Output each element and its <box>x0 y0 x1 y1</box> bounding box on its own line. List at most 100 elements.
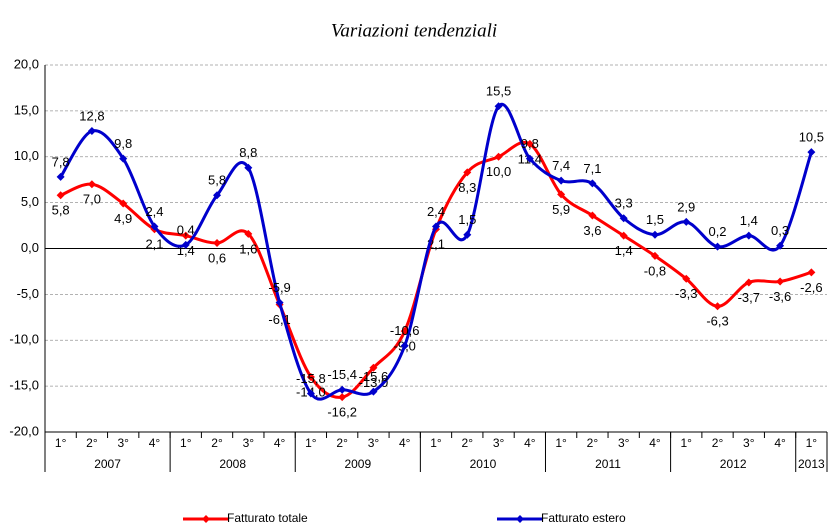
legend-label: Fatturato estero <box>541 511 626 525</box>
data-label: 0,4 <box>177 222 195 237</box>
marker <box>400 327 409 336</box>
marker <box>744 278 753 287</box>
data-label: 2,1 <box>145 237 163 252</box>
data-label: -3,3 <box>675 286 697 301</box>
marker <box>369 363 378 372</box>
year-label: 2007 <box>94 457 121 471</box>
marker <box>338 393 347 402</box>
data-label: 7,1 <box>583 161 601 176</box>
data-label: 7,4 <box>552 158 570 173</box>
marker <box>650 230 659 239</box>
data-label: 10,5 <box>799 130 824 145</box>
y-tick-label: -10,0 <box>9 332 39 347</box>
marker <box>713 242 722 251</box>
legend-label: Fatturato totale <box>227 511 308 525</box>
data-label: 5,9 <box>552 202 570 217</box>
y-tick-label: -15,0 <box>9 378 39 393</box>
series-line <box>60 140 812 399</box>
x-tick-label: 4° <box>524 436 536 450</box>
marker <box>150 222 159 231</box>
y-tick-label: 0,0 <box>21 240 39 255</box>
x-tick-label: 4° <box>774 436 786 450</box>
marker <box>369 387 378 396</box>
marker <box>525 139 534 148</box>
data-label: 1,5 <box>646 212 664 227</box>
data-label: -2,6 <box>800 280 822 295</box>
data-label: 1,5 <box>458 212 476 227</box>
marker <box>306 372 315 381</box>
y-tick-label: -20,0 <box>9 423 39 438</box>
data-label: 2,4 <box>427 204 445 219</box>
x-tick-label: 2° <box>86 436 98 450</box>
marker <box>682 217 691 226</box>
y-tick-label: 20,0 <box>14 56 39 71</box>
data-label: 2,9 <box>677 199 695 214</box>
x-tick-label: 3° <box>618 436 630 450</box>
x-tick-label: 1° <box>680 436 692 450</box>
x-tick-label: 2° <box>462 436 474 450</box>
year-label: 2009 <box>344 457 371 471</box>
data-label: -0,8 <box>644 263 666 278</box>
marker <box>306 389 315 398</box>
marker <box>213 238 222 247</box>
data-label: 9,8 <box>521 136 539 151</box>
data-label: 5,8 <box>208 173 226 188</box>
y-tick-label: -5,0 <box>17 286 39 301</box>
year-label: 2010 <box>470 457 497 471</box>
year-label: 2012 <box>720 457 747 471</box>
marker <box>463 230 472 239</box>
legend-marker <box>516 515 524 523</box>
x-tick-label: 1° <box>180 436 192 450</box>
y-tick-label: 10,0 <box>14 148 39 163</box>
marker <box>619 214 628 223</box>
data-label: -6,1 <box>268 312 290 327</box>
legend-marker <box>202 515 210 523</box>
marker <box>682 274 691 283</box>
marker <box>807 148 816 157</box>
x-tick-label: 1° <box>555 436 567 450</box>
data-label: -3,7 <box>738 290 760 305</box>
marker <box>463 168 472 177</box>
year-label: 2013 <box>798 457 825 471</box>
x-tick-label: 3° <box>243 436 255 450</box>
x-tick-label: 1° <box>430 436 442 450</box>
data-label: 15,5 <box>486 84 511 99</box>
marker <box>338 385 347 394</box>
data-label: -5,9 <box>268 280 290 295</box>
marker <box>213 191 222 200</box>
marker <box>744 231 753 240</box>
x-tick-label: 1° <box>806 436 818 450</box>
data-label: 1,4 <box>740 213 758 228</box>
marker <box>807 268 816 277</box>
marker <box>619 231 628 240</box>
x-tick-label: 4° <box>274 436 286 450</box>
data-label: 4,9 <box>114 211 132 226</box>
data-label: 2,4 <box>145 204 163 219</box>
data-label: -15,8 <box>296 371 326 386</box>
marker <box>119 199 128 208</box>
data-label: 8,8 <box>239 145 257 160</box>
data-label: 8,3 <box>458 180 476 195</box>
marker <box>588 211 597 220</box>
data-label: -16,2 <box>327 405 357 420</box>
data-label: 0,3 <box>771 223 789 238</box>
data-label: -6,3 <box>706 314 728 329</box>
marker <box>244 163 253 172</box>
marker <box>119 154 128 163</box>
marker <box>432 222 440 231</box>
x-tick-label: 3° <box>493 436 505 450</box>
x-tick-label: 4° <box>149 436 161 450</box>
data-label: -15,4 <box>327 367 357 382</box>
chart-title: Variazioni tendenziali <box>331 20 497 41</box>
marker <box>776 277 785 286</box>
x-tick-label: 2° <box>712 436 724 450</box>
marker <box>56 172 65 181</box>
x-tick-label: 3° <box>117 436 129 450</box>
year-label: 2011 <box>595 457 621 471</box>
marker <box>713 302 722 311</box>
data-label: 10,0 <box>486 164 511 179</box>
marker <box>181 240 190 249</box>
year-label: 2008 <box>219 457 246 471</box>
data-label: 3,3 <box>615 196 633 211</box>
